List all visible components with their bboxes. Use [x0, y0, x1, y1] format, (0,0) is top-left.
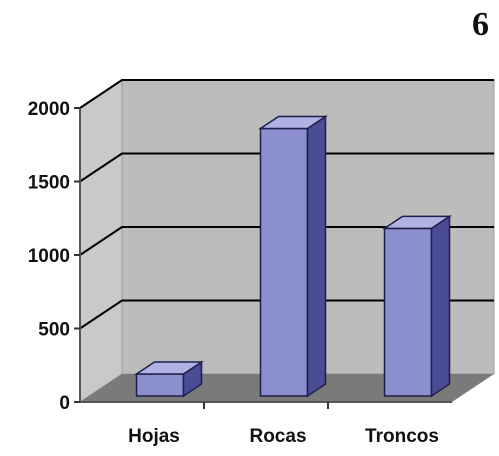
bar-top — [258, 115, 328, 130]
gridline-1500 — [79, 152, 494, 183]
bar-top — [134, 361, 204, 375]
bar-front — [259, 127, 309, 397]
bar-top — [382, 215, 452, 230]
x-category-label: Hojas — [128, 426, 180, 447]
bar-front — [135, 373, 185, 397]
chart-gridlines — [79, 79, 494, 330]
chart-bars — [134, 115, 452, 398]
gridline-1000 — [79, 226, 494, 256]
y-tick-label: 0 — [59, 393, 70, 414]
x-category-label: Rocas — [249, 426, 306, 447]
bar-hojas — [134, 360, 204, 398]
x-category-label: Troncos — [365, 426, 439, 447]
y-tick-label: 2000 — [28, 99, 70, 120]
y-tick-label: 500 — [38, 320, 70, 341]
bar-front — [383, 227, 433, 397]
y-tick-label: 1000 — [28, 246, 70, 267]
bar-rocas — [258, 115, 328, 398]
y-axis-ticks: 0 500 1000 1500 2000 — [28, 99, 80, 414]
bar-side — [306, 115, 327, 398]
x-axis-ticks: Hojas Rocas Troncos — [128, 402, 439, 447]
gridline-500 — [79, 299, 494, 330]
bar-troncos — [382, 215, 452, 398]
gridline-2000 — [79, 79, 494, 109]
bar-side — [430, 215, 451, 398]
y-tick-label: 1500 — [28, 173, 70, 194]
page-number: 6 — [472, 6, 489, 43]
